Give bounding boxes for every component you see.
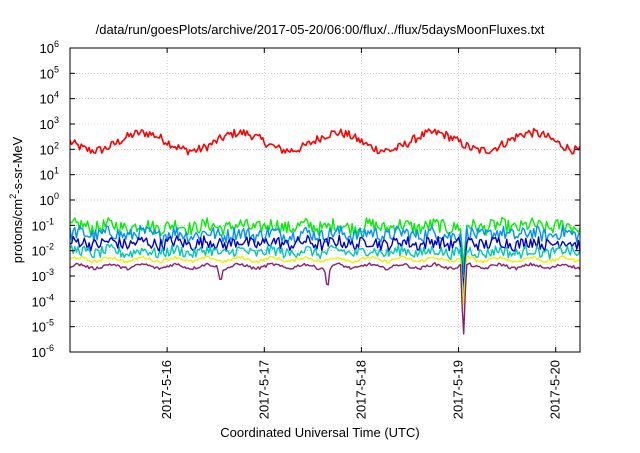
y-tick-label: 103: [40, 115, 59, 132]
x-tick-label: 2017-5-16: [159, 360, 174, 419]
y-tick-label: 10-4: [32, 292, 54, 309]
grid: [70, 47, 580, 353]
x-axis-label: Coordinated Universal Time (UTC): [220, 425, 420, 440]
x-tick-label: 2017-5-18: [353, 360, 368, 419]
series-line-4: [69, 234, 581, 291]
series-line-1: [69, 127, 581, 156]
x-tick-label: 2017-5-20: [548, 360, 563, 419]
y-tick-label: 100: [40, 191, 59, 208]
x-tick-label: 2017-5-17: [256, 360, 271, 419]
series-line-5: [69, 243, 581, 298]
series-line-6: [69, 255, 581, 306]
y-tick-label: 10-6: [32, 343, 54, 360]
y-tick-label: 106: [40, 39, 59, 56]
y-tick-label: 10-1: [32, 216, 54, 233]
y-tick-label: 102: [40, 140, 59, 157]
y-tick-label: 10-5: [32, 318, 54, 335]
y-tick-label: 10-2: [32, 242, 54, 259]
y-axis: 10-6 10-5 10-4 10-3 10-2 10-1 100 101 102 103 104 1…: [32, 39, 580, 360]
x-axis: 2017-5-16 2017-5-17 2017-5-18 2017-5-19 2017…: [159, 48, 563, 419]
series-line-7: [69, 262, 581, 335]
y-tick-label: 10-3: [32, 267, 54, 284]
y-tick-label: 101: [40, 166, 59, 183]
y-tick-label: 104: [40, 90, 59, 107]
series-line-3: [69, 224, 581, 276]
y-axis-label: protons/cm2-s-sr-MeV: [8, 136, 25, 263]
y-tick-label: 105: [40, 64, 59, 81]
x-tick-label: 2017-5-19: [451, 360, 466, 419]
series-group: [69, 127, 581, 335]
chart-title: /data/run/goesPlots/archive/2017-05-20/0…: [95, 22, 545, 37]
